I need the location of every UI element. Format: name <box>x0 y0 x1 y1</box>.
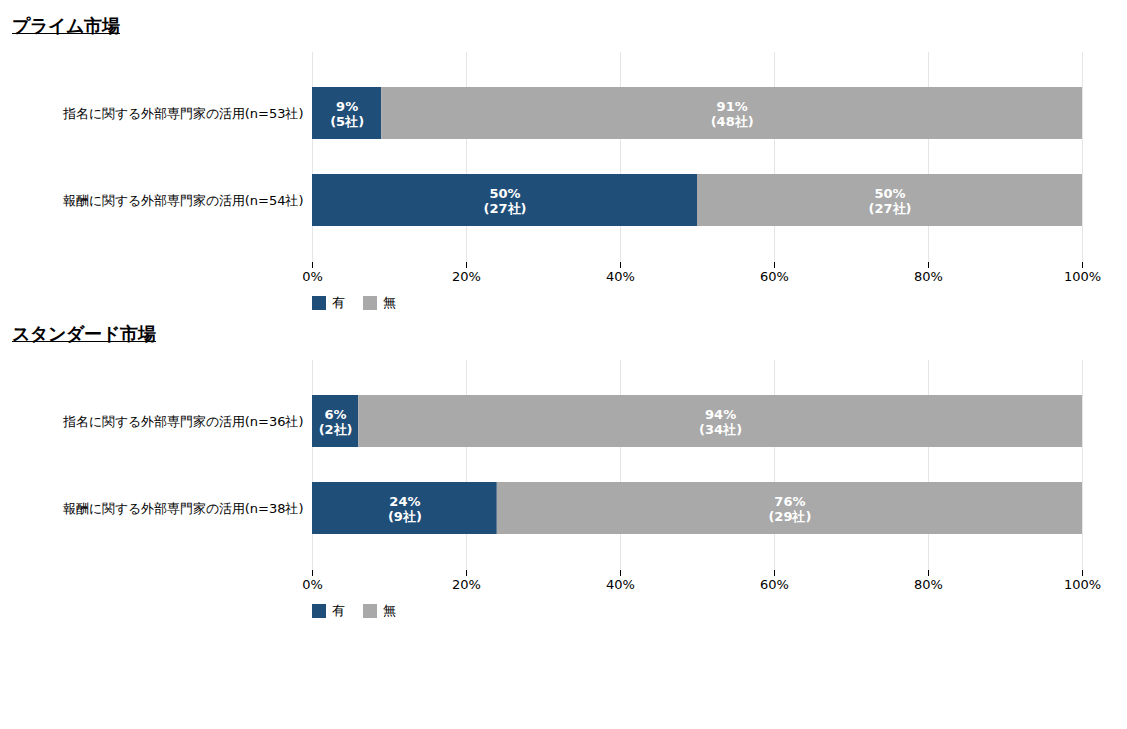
svg-text:20%: 20% <box>452 577 481 592</box>
svg-text:40%: 40% <box>606 269 635 284</box>
svg-text:20%: 20% <box>452 269 481 284</box>
svg-text:80%: 80% <box>914 577 943 592</box>
svg-text:94%(34社): 94%(34社) <box>699 407 742 437</box>
svg-text:50%(27社): 50%(27社) <box>869 186 912 216</box>
svg-text:24%(9社): 24%(9社) <box>388 494 422 524</box>
svg-text:0%: 0% <box>302 577 323 592</box>
html-text:有: 有 <box>332 603 345 618</box>
html-text:スタンダード市場: スタンダード市場 <box>12 323 156 344</box>
svg-text:報酬に関する外部専門家の活用(n=54社): 報酬に関する外部専門家の活用(n=54社) <box>63 193 304 208</box>
svg-text:指名に関する外部専門家の活用(n=53社): 指名に関する外部専門家の活用(n=53社) <box>62 106 304 121</box>
html-text:無: 無 <box>383 295 396 310</box>
svg-text:91%(48社): 91%(48社) <box>711 99 754 129</box>
svg-text:40%: 40% <box>606 577 635 592</box>
svg-text:60%: 60% <box>760 577 789 592</box>
svg-text:指名に関する外部専門家の活用(n=36社): 指名に関する外部専門家の活用(n=36社) <box>62 414 304 429</box>
html-text:有: 有 <box>332 295 345 310</box>
svg-text:50%(27社): 50%(27社) <box>484 186 527 216</box>
html-text:無: 無 <box>383 603 396 618</box>
svg-text:100%: 100% <box>1064 577 1101 592</box>
svg-text:6%(2社): 6%(2社) <box>319 407 353 437</box>
svg-text:76%(29社): 76%(29社) <box>768 494 811 524</box>
svg-text:80%: 80% <box>914 269 943 284</box>
svg-text:9%(5社): 9%(5社) <box>330 99 364 129</box>
svg-text:60%: 60% <box>760 269 789 284</box>
svg-text:100%: 100% <box>1064 269 1101 284</box>
svg-text:報酬に関する外部専門家の活用(n=38社): 報酬に関する外部専門家の活用(n=38社) <box>63 501 304 516</box>
svg-text:0%: 0% <box>302 269 323 284</box>
html-text:プライム市場: プライム市場 <box>12 15 120 36</box>
